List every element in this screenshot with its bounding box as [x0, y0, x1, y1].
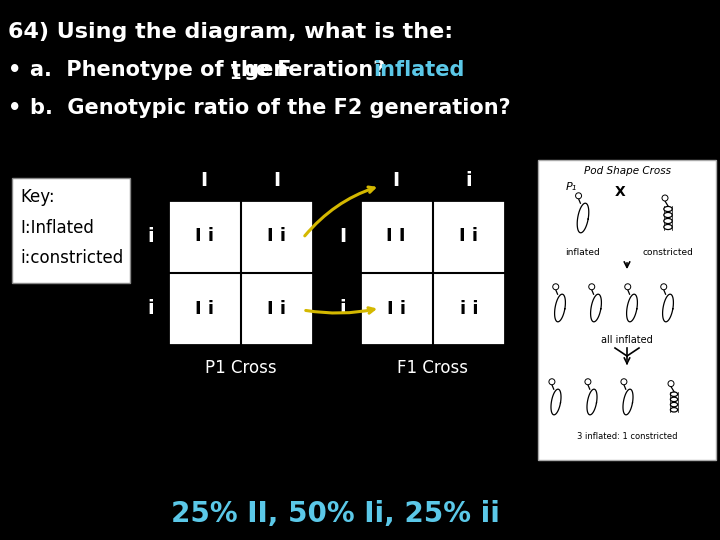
- Circle shape: [585, 379, 591, 384]
- Text: I i: I i: [194, 227, 214, 245]
- Text: F1 Cross: F1 Cross: [397, 359, 468, 377]
- Polygon shape: [554, 294, 565, 322]
- Circle shape: [553, 284, 559, 290]
- Text: i: i: [148, 299, 154, 318]
- Ellipse shape: [664, 219, 672, 224]
- Circle shape: [589, 284, 595, 290]
- Ellipse shape: [670, 392, 678, 396]
- Text: constricted: constricted: [642, 248, 693, 257]
- Text: generation?: generation?: [237, 60, 392, 80]
- Text: P1 Cross: P1 Cross: [204, 359, 276, 377]
- Text: all inflated: all inflated: [601, 335, 653, 345]
- Text: •: •: [8, 60, 22, 80]
- Polygon shape: [551, 389, 561, 415]
- Bar: [12, 178, 130, 283]
- Text: inflated: inflated: [566, 248, 600, 257]
- Text: inflated: inflated: [373, 60, 464, 80]
- Text: I: I: [201, 171, 208, 190]
- Bar: [538, 160, 716, 460]
- Text: 3 inflated: 1 constricted: 3 inflated: 1 constricted: [577, 432, 678, 441]
- Ellipse shape: [670, 397, 678, 402]
- Text: 1: 1: [229, 65, 240, 83]
- Text: I: I: [273, 171, 280, 190]
- Text: i: i: [148, 227, 154, 246]
- Text: X: X: [615, 185, 626, 199]
- Circle shape: [661, 284, 667, 290]
- Circle shape: [625, 284, 631, 290]
- Text: •: •: [8, 98, 22, 118]
- Circle shape: [662, 195, 668, 201]
- Text: I i: I i: [194, 300, 214, 318]
- Ellipse shape: [664, 212, 672, 218]
- Polygon shape: [626, 294, 637, 322]
- Bar: [360, 200, 505, 345]
- Bar: [168, 200, 313, 345]
- Circle shape: [621, 379, 627, 384]
- Text: a.  Phenotype of the F: a. Phenotype of the F: [30, 60, 292, 80]
- Ellipse shape: [664, 206, 672, 212]
- Text: I I: I I: [387, 227, 406, 245]
- Polygon shape: [662, 294, 673, 322]
- Ellipse shape: [670, 402, 678, 407]
- Text: i i: i i: [459, 300, 478, 318]
- Text: b.  Genotypic ratio of the F2 generation?: b. Genotypic ratio of the F2 generation?: [30, 98, 510, 118]
- Ellipse shape: [670, 408, 678, 412]
- Text: i: i: [339, 299, 346, 318]
- Circle shape: [549, 379, 555, 384]
- Text: I i: I i: [267, 300, 287, 318]
- Text: I: I: [392, 171, 400, 190]
- Text: 25% II, 50% Ii, 25% ii: 25% II, 50% Ii, 25% ii: [171, 500, 500, 528]
- Text: I i: I i: [459, 227, 478, 245]
- Text: Pod Shape Cross: Pod Shape Cross: [583, 166, 670, 176]
- Circle shape: [575, 193, 582, 199]
- Polygon shape: [590, 294, 601, 322]
- Text: I: I: [339, 227, 346, 246]
- Polygon shape: [623, 389, 633, 415]
- Text: Key:
I:Inflated
i:constricted: Key: I:Inflated i:constricted: [20, 188, 123, 267]
- Text: P₁: P₁: [566, 182, 577, 192]
- Text: I i: I i: [267, 227, 287, 245]
- Polygon shape: [577, 203, 589, 233]
- Circle shape: [668, 381, 674, 387]
- Polygon shape: [587, 389, 597, 415]
- Text: I i: I i: [387, 300, 406, 318]
- Text: i: i: [465, 171, 472, 190]
- Ellipse shape: [664, 225, 672, 230]
- Text: 64) Using the diagram, what is the:: 64) Using the diagram, what is the:: [8, 22, 453, 42]
